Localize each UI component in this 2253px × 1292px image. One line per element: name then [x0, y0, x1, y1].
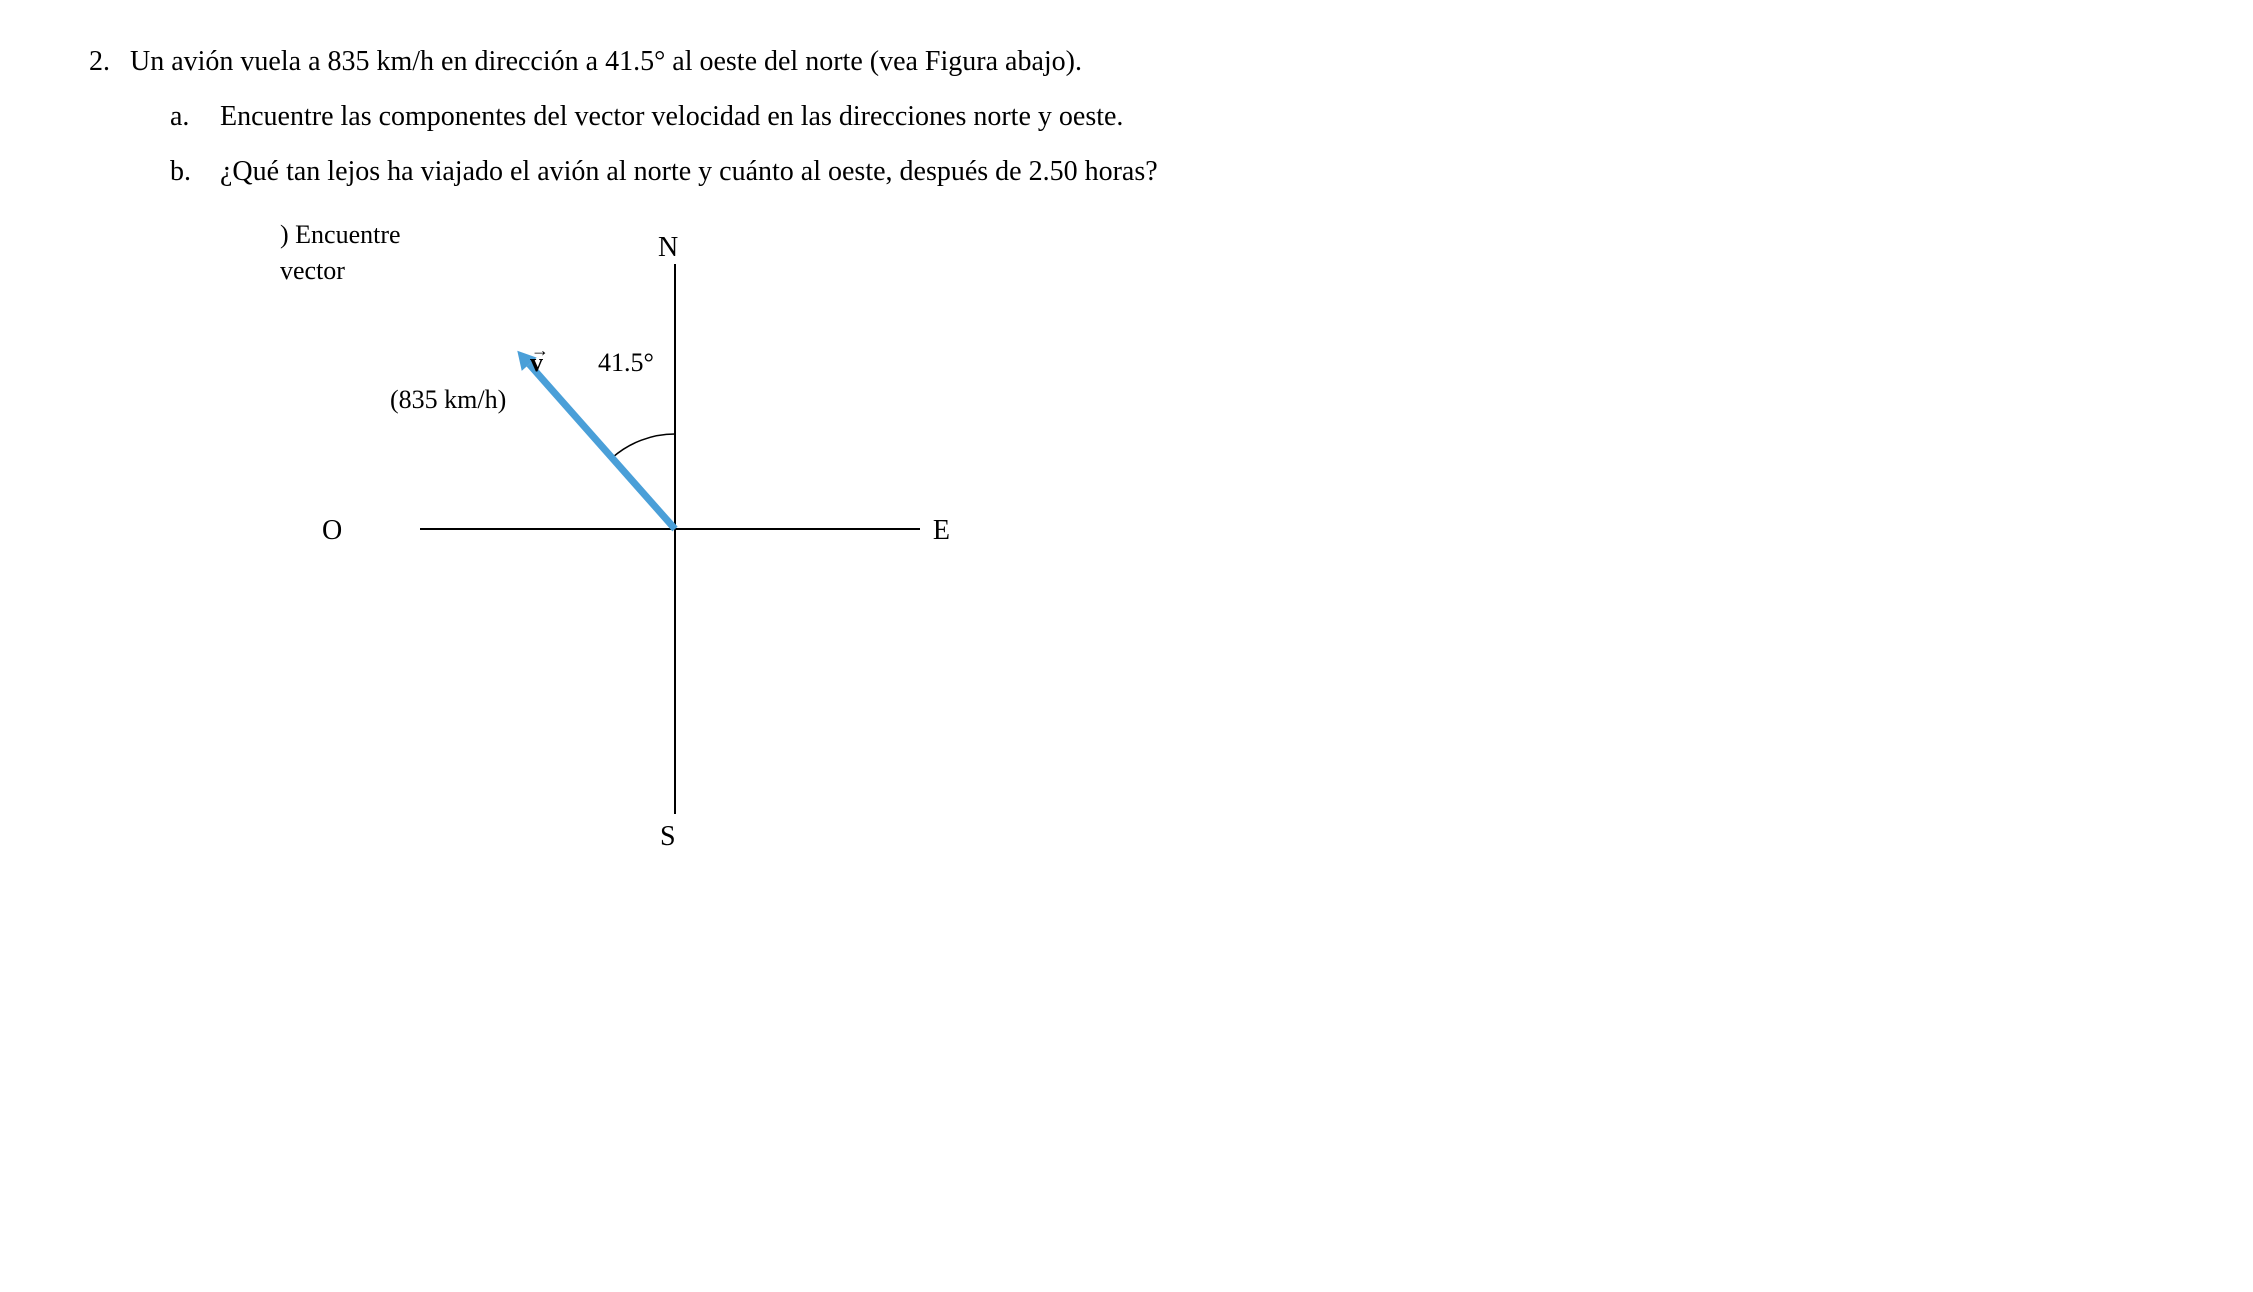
subitem-a: a. Encuentre las componentes del vector … [170, 95, 2193, 140]
subitem-b-label: b. [170, 150, 200, 195]
problem-block: 2. Un avión vuela a 835 km/h en direcció… [60, 40, 2193, 854]
vector-label: v [530, 342, 543, 384]
compass-n: N [658, 226, 678, 271]
problem-content: Un avión vuela a 835 km/h en dirección a… [130, 40, 2193, 854]
subitems: a. Encuentre las componentes del vector … [130, 95, 2193, 195]
subitem-a-label: a. [170, 95, 200, 140]
subitem-a-text: Encuentre las componentes del vector vel… [220, 95, 2193, 140]
subitem-b-text: ¿Qué tan lejos ha viajado el avión al no… [220, 150, 2193, 195]
figure-container: ) Encuentre vector N S O E 41.5° → v (83… [280, 214, 980, 854]
angle-label: 41.5° [598, 342, 654, 384]
compass-e: E [933, 509, 950, 554]
subitem-b: b. ¿Qué tan lejos ha viajado el avión al… [170, 150, 2193, 195]
problem-number: 2. [60, 40, 110, 854]
compass-s: S [660, 815, 676, 860]
compass-o: O [322, 509, 342, 554]
problem-statement: Un avión vuela a 835 km/h en dirección a… [130, 40, 2193, 85]
speed-label: (835 km/h) [390, 379, 506, 421]
compass-diagram [280, 214, 980, 854]
